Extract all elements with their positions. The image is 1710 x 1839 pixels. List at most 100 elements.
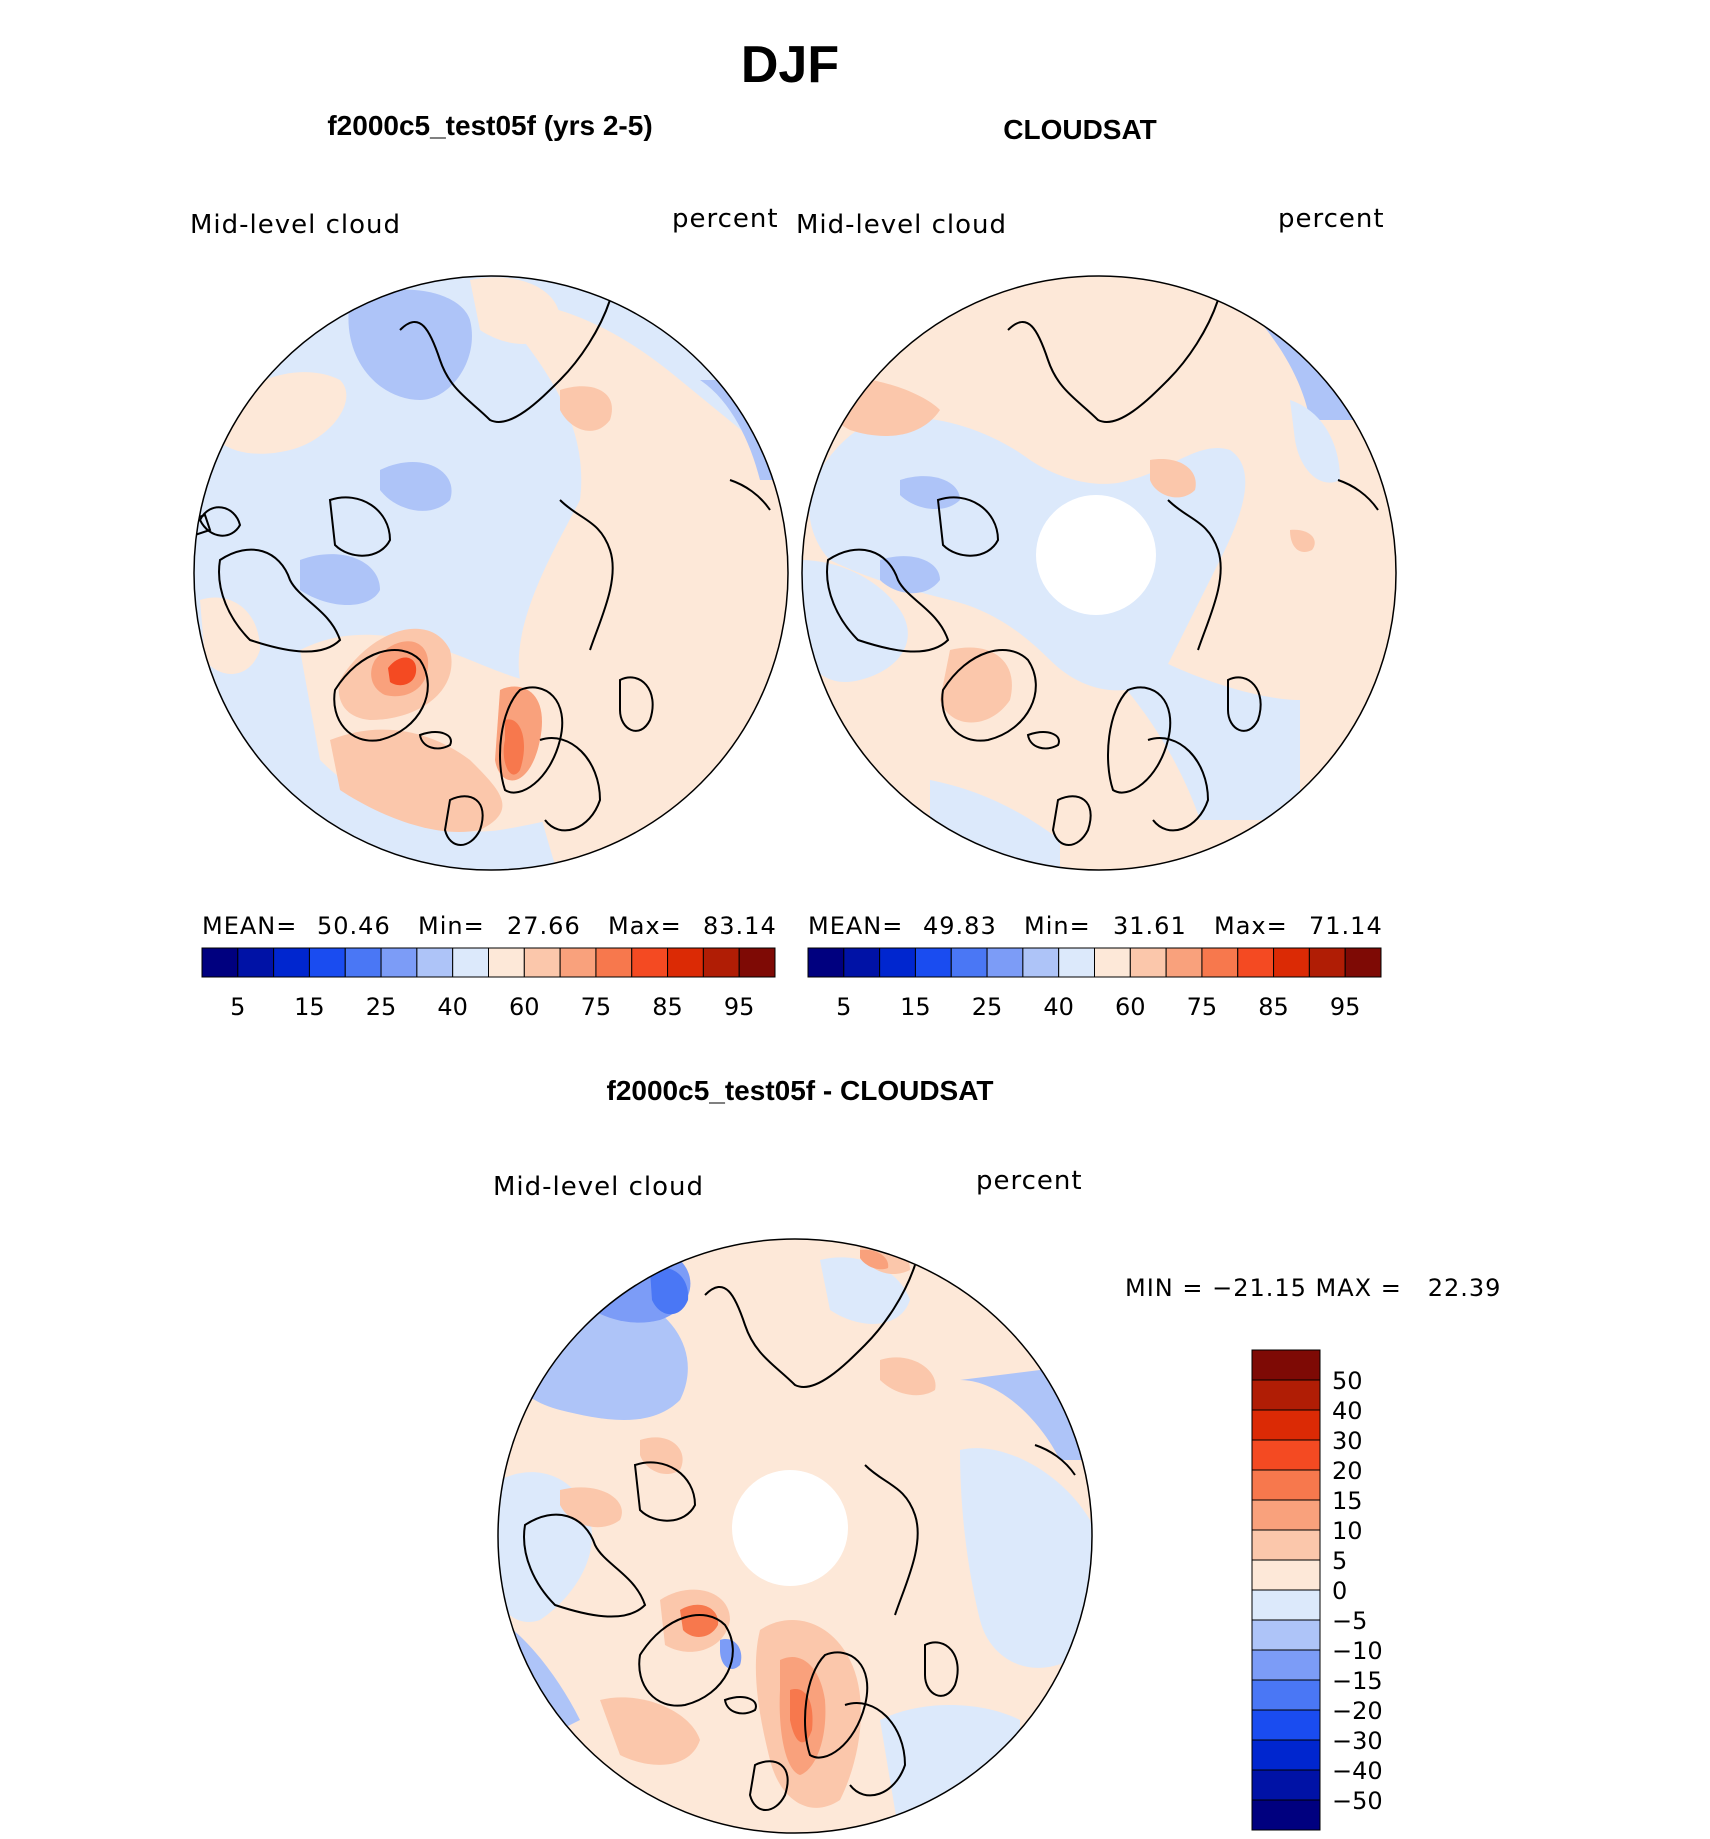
panel1-mean: 50.46	[317, 912, 391, 940]
panel3-coastlines	[523, 1264, 1076, 1811]
panel2-min: 31.61	[1113, 912, 1187, 940]
colorbar-diff-tick-label: 5	[1332, 1547, 1347, 1575]
colorbar-diff-tick-label: −10	[1332, 1637, 1383, 1665]
panel1-mean-label: MEAN=	[202, 912, 298, 940]
panel2-polar-gap	[1036, 495, 1156, 615]
colorbar-abs-left-swatch	[702, 947, 740, 978]
colorbar-abs-left-swatch	[237, 947, 275, 978]
panel1-variable: Mid-level cloud	[190, 210, 402, 240]
panel3-stats: MIN = −21.15 MAX = 22.39	[1125, 1274, 1502, 1302]
colorbar-diff-swatch	[1251, 1469, 1321, 1501]
colorbar-abs-left-swatch	[344, 947, 382, 978]
panel2-units: percent	[1278, 204, 1385, 234]
colorbar-diff-swatch	[1251, 1559, 1321, 1591]
colorbar-diff-tick-label: 50	[1332, 1367, 1363, 1395]
colorbar-abs-left-tick-label: 85	[652, 993, 683, 1021]
colorbar-abs-right-swatch	[1165, 947, 1203, 978]
colorbar-diff-tick-label: −50	[1332, 1787, 1383, 1815]
colorbar-abs-left-swatch	[452, 947, 489, 978]
colorbar-abs-right-tick-label: 40	[1043, 993, 1074, 1021]
colorbar-abs-left-swatch	[738, 947, 776, 978]
colorbar-diff-tick-label: −15	[1332, 1667, 1383, 1695]
colorbar-abs-left-tick-label: 60	[509, 993, 540, 1021]
colorbar-diff-swatch	[1251, 1409, 1321, 1441]
colorbar-abs-left-tick-label: 25	[366, 993, 397, 1021]
colorbar-diff-swatch	[1251, 1679, 1321, 1711]
colorbar-abs-left-tick-label: 15	[294, 993, 325, 1021]
panel2-coastlines	[826, 299, 1379, 846]
colorbar-abs-left-swatch	[201, 947, 239, 978]
colorbar-abs-right-tick-label: 15	[900, 993, 931, 1021]
panel1-min: 27.66	[507, 912, 581, 940]
colorbar-diff-swatch	[1251, 1379, 1321, 1411]
colorbar-abs-right-swatch	[807, 947, 845, 978]
panel1-title: f2000c5_test05f (yrs 2-5)	[327, 110, 653, 141]
colorbar-abs-right-tick-label: 5	[836, 993, 851, 1021]
panel1-max: 83.14	[703, 912, 777, 940]
colorbar-diff-swatch	[1251, 1619, 1321, 1651]
colorbar-diff-swatch	[1251, 1739, 1321, 1771]
colorbar-abs-right-tick-label: 25	[972, 993, 1003, 1021]
colorbar-abs-right-swatch	[1094, 947, 1131, 978]
colorbar-abs-right-swatch	[1308, 947, 1346, 978]
colorbar-abs-left-tick-label: 40	[437, 993, 468, 1021]
colorbar-abs-left-swatch	[667, 947, 704, 978]
colorbar-diff-swatch	[1251, 1349, 1321, 1381]
colorbar-abs-right: 5 15 25 40 60 75 85 95	[807, 947, 1382, 1021]
panel2-mean-label: MEAN=	[808, 912, 904, 940]
colorbar-diff-tick-label: 15	[1332, 1487, 1363, 1515]
colorbar-diff-tick-label: −30	[1332, 1727, 1383, 1755]
colorbar-diff-swatch	[1251, 1799, 1321, 1831]
colorbar-diff-tick-label: −5	[1332, 1607, 1367, 1635]
panel1-coastlines	[194, 299, 771, 846]
colorbar-diff-swatch	[1251, 1649, 1321, 1681]
colorbar-diff-tick-label: −40	[1332, 1757, 1383, 1785]
colorbar-diff-swatch	[1251, 1589, 1321, 1621]
colorbar-abs-left-swatch	[273, 947, 310, 978]
colorbar-diff-tick-label: 40	[1332, 1397, 1363, 1425]
colorbar-abs-right-swatch	[879, 947, 916, 978]
colorbar-abs-right-swatch	[1201, 947, 1239, 978]
colorbar-abs-left-tick-label: 95	[724, 993, 755, 1021]
colorbar-diff-swatch	[1251, 1439, 1321, 1471]
colorbar-diff-tick-label: −20	[1332, 1697, 1383, 1725]
colorbar-diff-swatch	[1251, 1529, 1321, 1561]
colorbar-abs-left-tick-label: 75	[581, 993, 612, 1021]
panel2-variable: Mid-level cloud	[796, 210, 1008, 240]
colorbar-diff-swatch	[1251, 1499, 1321, 1531]
panel3-variable: Mid-level cloud	[493, 1172, 705, 1202]
colorbar-abs-right-tick-label: 95	[1330, 993, 1361, 1021]
colorbar-abs-right-swatch	[1344, 947, 1382, 978]
panel2-min-label: Min=	[1024, 912, 1091, 940]
colorbar-abs-left-swatch	[523, 947, 561, 978]
season-title: DJF	[740, 36, 840, 94]
colorbar-abs-right-swatch	[1058, 947, 1095, 978]
colorbar-diff-tick-label: 10	[1332, 1517, 1363, 1545]
colorbar-abs-right-swatch	[1237, 947, 1275, 978]
panel2-max-label: Max=	[1214, 912, 1288, 940]
colorbar-abs-left-swatch	[488, 947, 525, 978]
colorbar-abs-right-tick-label: 75	[1187, 993, 1218, 1021]
colorbar-abs-left-tick-label: 5	[230, 993, 245, 1021]
colorbar-diff-swatch	[1251, 1769, 1321, 1801]
panel1-max-label: Max=	[608, 912, 682, 940]
colorbar-abs-right-swatch	[1129, 947, 1167, 978]
colorbar-diff-tick-label: 20	[1332, 1457, 1363, 1485]
panel1-min-label: Min=	[418, 912, 485, 940]
panel2-max: 71.14	[1309, 912, 1383, 940]
colorbar-abs-right-swatch	[950, 947, 988, 978]
colorbar-abs-right-tick-label: 85	[1258, 993, 1289, 1021]
panel2-mean: 49.83	[923, 912, 997, 940]
panel2-title: CLOUDSAT	[1003, 114, 1157, 145]
colorbar-diff-swatch	[1251, 1709, 1321, 1741]
colorbar-abs-left-swatch	[559, 947, 597, 978]
colorbar-abs-left: 5 15 25 40 60 75 85 95	[201, 947, 776, 1021]
colorbar-abs-right-swatch	[1022, 947, 1060, 978]
panel3-polar-gap	[732, 1470, 848, 1586]
colorbar-abs-left-swatch	[308, 947, 346, 978]
colorbar-abs-left-swatch	[595, 947, 633, 978]
colorbar-abs-right-tick-label: 60	[1115, 993, 1146, 1021]
colorbar-abs-right-swatch	[843, 947, 881, 978]
